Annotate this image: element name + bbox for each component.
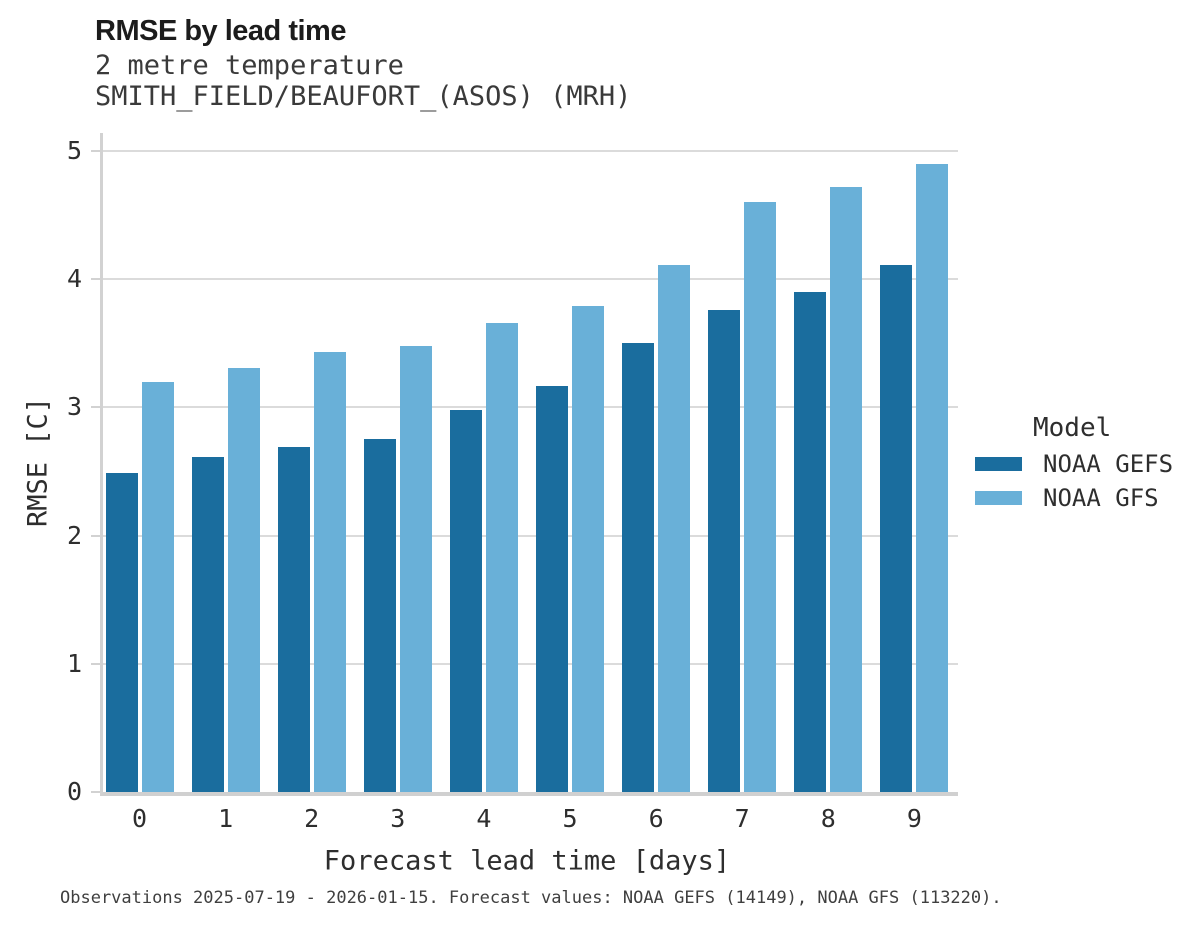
chart-title: RMSE by lead time [95, 15, 346, 47]
x-axis-title: Forecast lead time [days] [323, 845, 731, 877]
bar-noaa-gefs-day4 [449, 409, 482, 792]
y-tick-mark [91, 791, 100, 793]
gridline-y3 [103, 406, 958, 409]
x-tick-label: 8 [820, 804, 836, 833]
y-tick-label: 2 [66, 520, 82, 550]
bar-noaa-gefs-day1 [191, 457, 224, 792]
x-tick-label: 6 [648, 804, 664, 833]
chart-subtitle-line-2: SMITH_FIELD/BEAUFORT_(ASOS) (MRH) [95, 81, 632, 112]
y-tick-mark [91, 662, 100, 665]
gridline-y5 [103, 149, 958, 152]
bar-noaa-gfs-day0 [141, 381, 174, 792]
gridline-y4 [103, 278, 958, 281]
legend: Model NOAA GEFS NOAA GFS [975, 409, 1190, 515]
chart-subtitle: 2 metre temperature SMITH_FIELD/BEAUFORT… [95, 50, 631, 112]
y-tick-label: 5 [66, 135, 82, 165]
y-axis-title: RMSE [C] [22, 396, 54, 528]
bar-noaa-gfs-day7 [744, 202, 777, 792]
bar-noaa-gefs-day3 [363, 439, 396, 792]
x-tick-label: 1 [218, 804, 234, 833]
bar-noaa-gfs-day6 [658, 265, 691, 792]
y-tick-label: 3 [66, 392, 82, 422]
bar-noaa-gefs-day8 [794, 291, 827, 792]
x-tick-label: 3 [390, 804, 406, 833]
bar-noaa-gefs-day9 [880, 265, 913, 792]
y-tick-label: 1 [66, 648, 82, 678]
x-tick-label: 4 [476, 804, 492, 833]
x-tick-label: 2 [304, 804, 320, 833]
plot-area: 0 1 2 3 4 5 0 1 2 3 4 5 6 7 8 9 [67, 133, 958, 833]
chart-subtitle-line-1: 2 metre temperature [95, 50, 404, 81]
y-tick-mark [91, 406, 100, 409]
bar-noaa-gefs-day2 [277, 447, 310, 792]
bar-noaa-gfs-day8 [830, 186, 863, 792]
bar-noaa-gfs-day1 [227, 367, 260, 792]
legend-swatch-icon [975, 491, 1022, 505]
bar-noaa-gefs-day7 [708, 309, 741, 792]
x-tick-label: 9 [906, 804, 922, 833]
legend-label: NOAA GEFS [1043, 450, 1174, 478]
y-tick-mark [91, 149, 100, 152]
bar-noaa-gefs-day5 [536, 385, 568, 792]
legend-item-noaa-gefs: NOAA GEFS [975, 447, 1190, 481]
x-tick-label: 7 [734, 804, 750, 833]
legend-title: Model [1033, 413, 1112, 443]
x-tick-label: 0 [131, 804, 148, 833]
legend-swatch-icon [975, 457, 1022, 471]
legend-label: NOAA GFS [1043, 484, 1159, 512]
x-tick-label: 5 [562, 804, 578, 833]
y-tick-mark [91, 278, 100, 281]
y-tick-mark [91, 534, 100, 537]
bar-noaa-gfs-day5 [572, 306, 604, 792]
legend-item-noaa-gfs: NOAA GFS [975, 481, 1190, 515]
gridline-y2 [103, 534, 958, 537]
y-tick-label: 0 [66, 777, 82, 806]
footer-caption: Observations 2025-07-19 - 2026-01-15. Fo… [60, 888, 1002, 908]
bar-noaa-gefs-day6 [622, 343, 655, 792]
bar-noaa-gfs-day3 [399, 345, 432, 792]
y-tick-label: 4 [66, 264, 82, 294]
bar-noaa-gefs-day0 [105, 472, 138, 792]
bar-noaa-gfs-day2 [313, 352, 346, 792]
legend-items: NOAA GEFS NOAA GFS [975, 447, 1190, 515]
bar-noaa-gfs-day9 [916, 163, 949, 792]
bar-noaa-gfs-day4 [485, 322, 518, 792]
gridline-y1 [103, 662, 958, 665]
